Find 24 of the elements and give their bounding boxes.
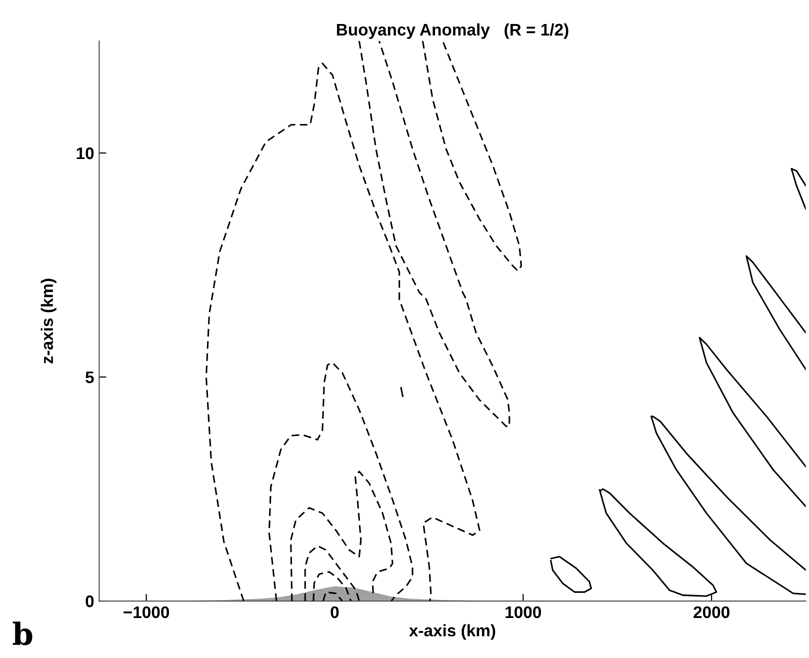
text: b [12,622,32,646]
line-series [205,62,480,602]
line-series [790,168,806,210]
line-series [304,545,360,602]
chart-title: Buoyancy Anomaly (R = 1/2) [336,23,568,39]
line-series [290,470,394,602]
line-series [650,416,806,596]
line-series [312,571,352,602]
x-tick-label: −1000 [124,606,170,618]
x-tick-label: 2000 [694,606,730,618]
x-tick-label: 0 [330,606,339,618]
line-series [268,362,414,602]
x-axis-title: x-axis (km) [409,624,496,640]
x-tick-label: 1000 [506,606,541,618]
line-series [746,255,806,370]
y-tick-label: 5 [86,372,94,384]
y-tick-label: 10 [76,147,94,160]
line-series [550,556,592,593]
line-series [422,40,522,272]
y-axis-title: z-axis (km) [40,278,56,364]
line-series [598,488,718,597]
line-series [698,336,806,508]
line-series [358,40,510,428]
y-tick-label: 0 [86,595,94,608]
